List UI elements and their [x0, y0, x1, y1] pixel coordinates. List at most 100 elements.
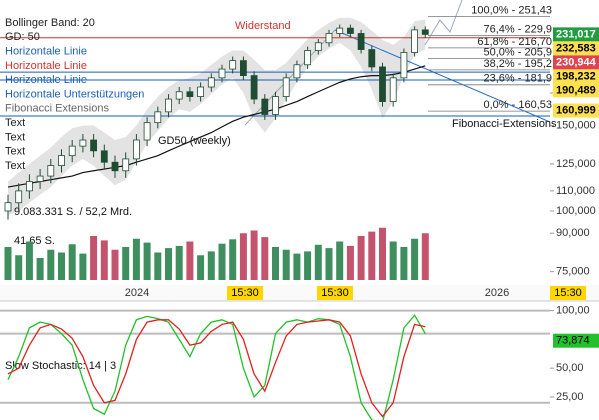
fib-label: 0,0% - 160,53 [484, 99, 553, 111]
time-tag [550, 286, 586, 300]
projection-line [424, 0, 463, 46]
legend-label: Fibonacci Extensions [5, 103, 109, 115]
volume-bar [411, 238, 419, 280]
volume-bar [357, 236, 365, 280]
volume-bar [143, 242, 151, 280]
annotation: Widerstand [235, 20, 291, 32]
legend-label: Text [5, 160, 25, 172]
volume-bar [90, 236, 98, 280]
candle-body [90, 139, 97, 152]
volume-bar [15, 255, 23, 280]
volume-bar [122, 247, 130, 280]
stoch-d [7, 319, 426, 418]
candle-body [293, 64, 301, 79]
legend-label: GD: 50 [5, 31, 40, 43]
candle-body [282, 77, 290, 97]
annotation: GD50 (weekly) [158, 135, 231, 147]
volume-bar [282, 249, 290, 280]
candle-body [154, 111, 162, 124]
volume-bar [207, 251, 215, 280]
volume-last: 41,65 S. [14, 235, 55, 247]
price-tag [553, 55, 599, 70]
volume-bar [58, 252, 65, 280]
candle-body [411, 29, 419, 53]
legend-label: Horizontale Linie [5, 60, 87, 72]
fib-label: 23,6% - 181,9 [484, 73, 553, 85]
volume-bar [336, 241, 344, 280]
candle-body [15, 190, 23, 204]
stoch-tick-label: 50,00 [556, 362, 584, 374]
time-tag-label: 15:30 [554, 287, 582, 299]
candle-body [207, 77, 215, 88]
volume-bar [68, 244, 76, 280]
candle-body [122, 158, 130, 172]
price-tag-label: 231,017 [556, 28, 596, 40]
candle-body [368, 49, 376, 68]
candle-body [239, 60, 247, 77]
candle-body [58, 155, 65, 167]
time-tag [317, 286, 353, 300]
candle-body [272, 96, 279, 115]
fib-label: 61,8% - 216,70 [477, 36, 552, 48]
volume-bar [261, 237, 269, 280]
stochastic-title: Slow Stochastic: 14 | 3 [5, 360, 116, 372]
stoch-tick-label: 25,00 [556, 391, 584, 403]
candle-body [197, 86, 205, 97]
price-tag [553, 103, 599, 118]
y-tick-label: 100,000 [556, 205, 596, 217]
price-tag [553, 69, 599, 84]
candle-body [314, 42, 322, 51]
candle-body [400, 52, 408, 79]
volume-bar [132, 238, 140, 280]
price-tag [553, 41, 599, 56]
stoch-tag-label: 73,874 [556, 335, 590, 347]
y-tick-label: 90,000 [556, 227, 590, 239]
candle-body [218, 68, 226, 79]
gd50-line [7, 65, 426, 188]
x-label: 2026 [485, 287, 509, 299]
candle-body [111, 161, 119, 172]
volume-bar [250, 230, 258, 280]
volume-bar [4, 247, 12, 280]
volume-bar [239, 233, 247, 280]
volume-bar [111, 249, 119, 280]
price-tag [553, 83, 599, 98]
fib-label: 50,0% - 205,9 [484, 47, 553, 59]
volume-bar [36, 258, 44, 280]
legend-label: Bollinger Band: 20 [5, 17, 95, 29]
volume-bar [186, 241, 194, 280]
volume-bar [368, 231, 376, 280]
x-axis-strip [0, 285, 599, 301]
candle-body [357, 33, 365, 50]
volume-bar [293, 253, 301, 280]
time-tag-label: 15:30 [321, 287, 349, 299]
volume-total: 9.083.331 S. / 52,2 Mrd. [14, 206, 132, 218]
candle-body [389, 77, 397, 102]
candle-body [68, 145, 76, 157]
candle-body [346, 27, 354, 34]
stoch-tag [553, 333, 599, 348]
volume-bar [379, 227, 386, 280]
candle-body [336, 27, 344, 34]
candle-body [4, 202, 12, 212]
candle-body [47, 165, 55, 177]
time-tag-label: 15:30 [231, 287, 259, 299]
candle-body [304, 50, 312, 66]
volume-bar [154, 252, 162, 280]
candle-body [229, 60, 237, 70]
candle-body [143, 122, 151, 141]
legend-label: Text [5, 146, 25, 158]
candle-body [165, 98, 172, 113]
candle-body [250, 75, 258, 100]
fib-label: 76,4% - 229,9 [484, 23, 553, 35]
volume-bar [100, 240, 108, 280]
price-tag-label: 160,999 [556, 104, 596, 116]
legend-label: Horizontale Linie [5, 74, 87, 86]
price-tag-label: 190,489 [556, 84, 596, 96]
price-tag-label: 230,944 [556, 56, 597, 68]
y-tick-label: 110,000 [556, 185, 595, 197]
candle-body [36, 175, 44, 182]
candle-body [25, 181, 33, 192]
